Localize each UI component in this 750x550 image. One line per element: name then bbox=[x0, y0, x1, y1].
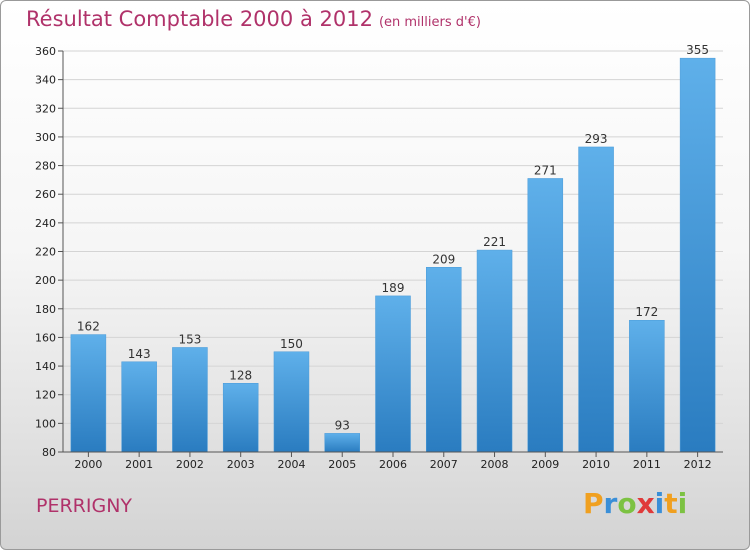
bar-2003 bbox=[222, 383, 259, 453]
y-tick-label: 160 bbox=[35, 331, 56, 344]
y-tick-label: 300 bbox=[35, 131, 56, 144]
y-tick-label: 260 bbox=[35, 188, 56, 201]
bar-2000 bbox=[70, 334, 107, 453]
data-label-2004: 150 bbox=[280, 337, 303, 351]
bar-2008 bbox=[476, 249, 513, 453]
x-tick-label-2001: 2001 bbox=[125, 458, 153, 471]
x-tick-label-2010: 2010 bbox=[582, 458, 610, 471]
logo-letter: r bbox=[603, 487, 618, 520]
data-label-2005: 93 bbox=[335, 418, 350, 432]
bar-2001 bbox=[121, 361, 157, 453]
data-label-2009: 271 bbox=[534, 163, 557, 177]
x-tick-label-2006: 2006 bbox=[379, 458, 407, 471]
bar-2012 bbox=[679, 57, 716, 453]
bar-2002 bbox=[172, 347, 208, 453]
data-label-2012: 355 bbox=[686, 43, 709, 57]
logo-letter: i bbox=[677, 487, 688, 520]
bar-2009 bbox=[527, 178, 564, 453]
bar-2004 bbox=[273, 351, 310, 453]
chart-title: Résultat Comptable 2000 à 2012 (en millie… bbox=[26, 7, 481, 31]
x-tick-label-2004: 2004 bbox=[277, 458, 305, 471]
data-label-2011: 172 bbox=[635, 305, 658, 319]
y-tick-label: 200 bbox=[35, 274, 56, 287]
title-text: Résultat Comptable 2000 à 2012 bbox=[26, 7, 373, 31]
bar-2006 bbox=[375, 295, 411, 453]
bar-2007 bbox=[426, 267, 462, 453]
x-tick-label-2003: 2003 bbox=[227, 458, 255, 471]
x-tick-label-2007: 2007 bbox=[430, 458, 458, 471]
y-tick-label: 180 bbox=[35, 303, 56, 316]
data-label-2003: 128 bbox=[229, 368, 252, 382]
chart-subtitle: (en milliers d'€) bbox=[378, 15, 481, 30]
logo-letter: o bbox=[617, 487, 637, 520]
y-tick-label: 240 bbox=[35, 217, 56, 230]
logo-letter: x bbox=[636, 487, 655, 520]
y-tick-label: 320 bbox=[35, 102, 56, 115]
y-tick-label: 340 bbox=[35, 74, 56, 87]
data-label-2001: 143 bbox=[128, 347, 151, 361]
x-tick-label-2002: 2002 bbox=[176, 458, 204, 471]
logo-letter: t bbox=[664, 487, 678, 520]
data-label-2006: 189 bbox=[382, 281, 405, 295]
y-tick-label: 360 bbox=[35, 45, 56, 58]
x-tick-label-2000: 2000 bbox=[74, 458, 102, 471]
x-tick-label-2011: 2011 bbox=[633, 458, 661, 471]
data-label-2007: 209 bbox=[432, 252, 455, 266]
bar-2005 bbox=[324, 433, 360, 453]
data-label-2010: 293 bbox=[585, 132, 608, 146]
x-tick-label-2005: 2005 bbox=[328, 458, 356, 471]
y-tick-label: 80 bbox=[42, 446, 56, 459]
y-tick-label: 280 bbox=[35, 160, 56, 173]
x-tick-label-2009: 2009 bbox=[531, 458, 559, 471]
proxiti-logo: Proxiti bbox=[583, 487, 687, 520]
data-label-2000: 162 bbox=[77, 320, 100, 334]
y-tick-label: 140 bbox=[35, 360, 56, 373]
y-tick-label: 220 bbox=[35, 246, 56, 259]
bar-2011 bbox=[629, 319, 665, 453]
logo-letter: i bbox=[654, 487, 665, 520]
x-tick-label-2008: 2008 bbox=[481, 458, 509, 471]
data-label-2008: 221 bbox=[483, 235, 506, 249]
y-tick-label: 120 bbox=[35, 389, 56, 402]
bar-2010 bbox=[578, 146, 614, 453]
x-tick-label-2012: 2012 bbox=[684, 458, 712, 471]
y-tick-label: 100 bbox=[35, 417, 56, 430]
logo-letter: P bbox=[583, 487, 604, 520]
data-label-2002: 153 bbox=[178, 332, 201, 346]
town-name: PERRIGNY bbox=[36, 495, 133, 517]
